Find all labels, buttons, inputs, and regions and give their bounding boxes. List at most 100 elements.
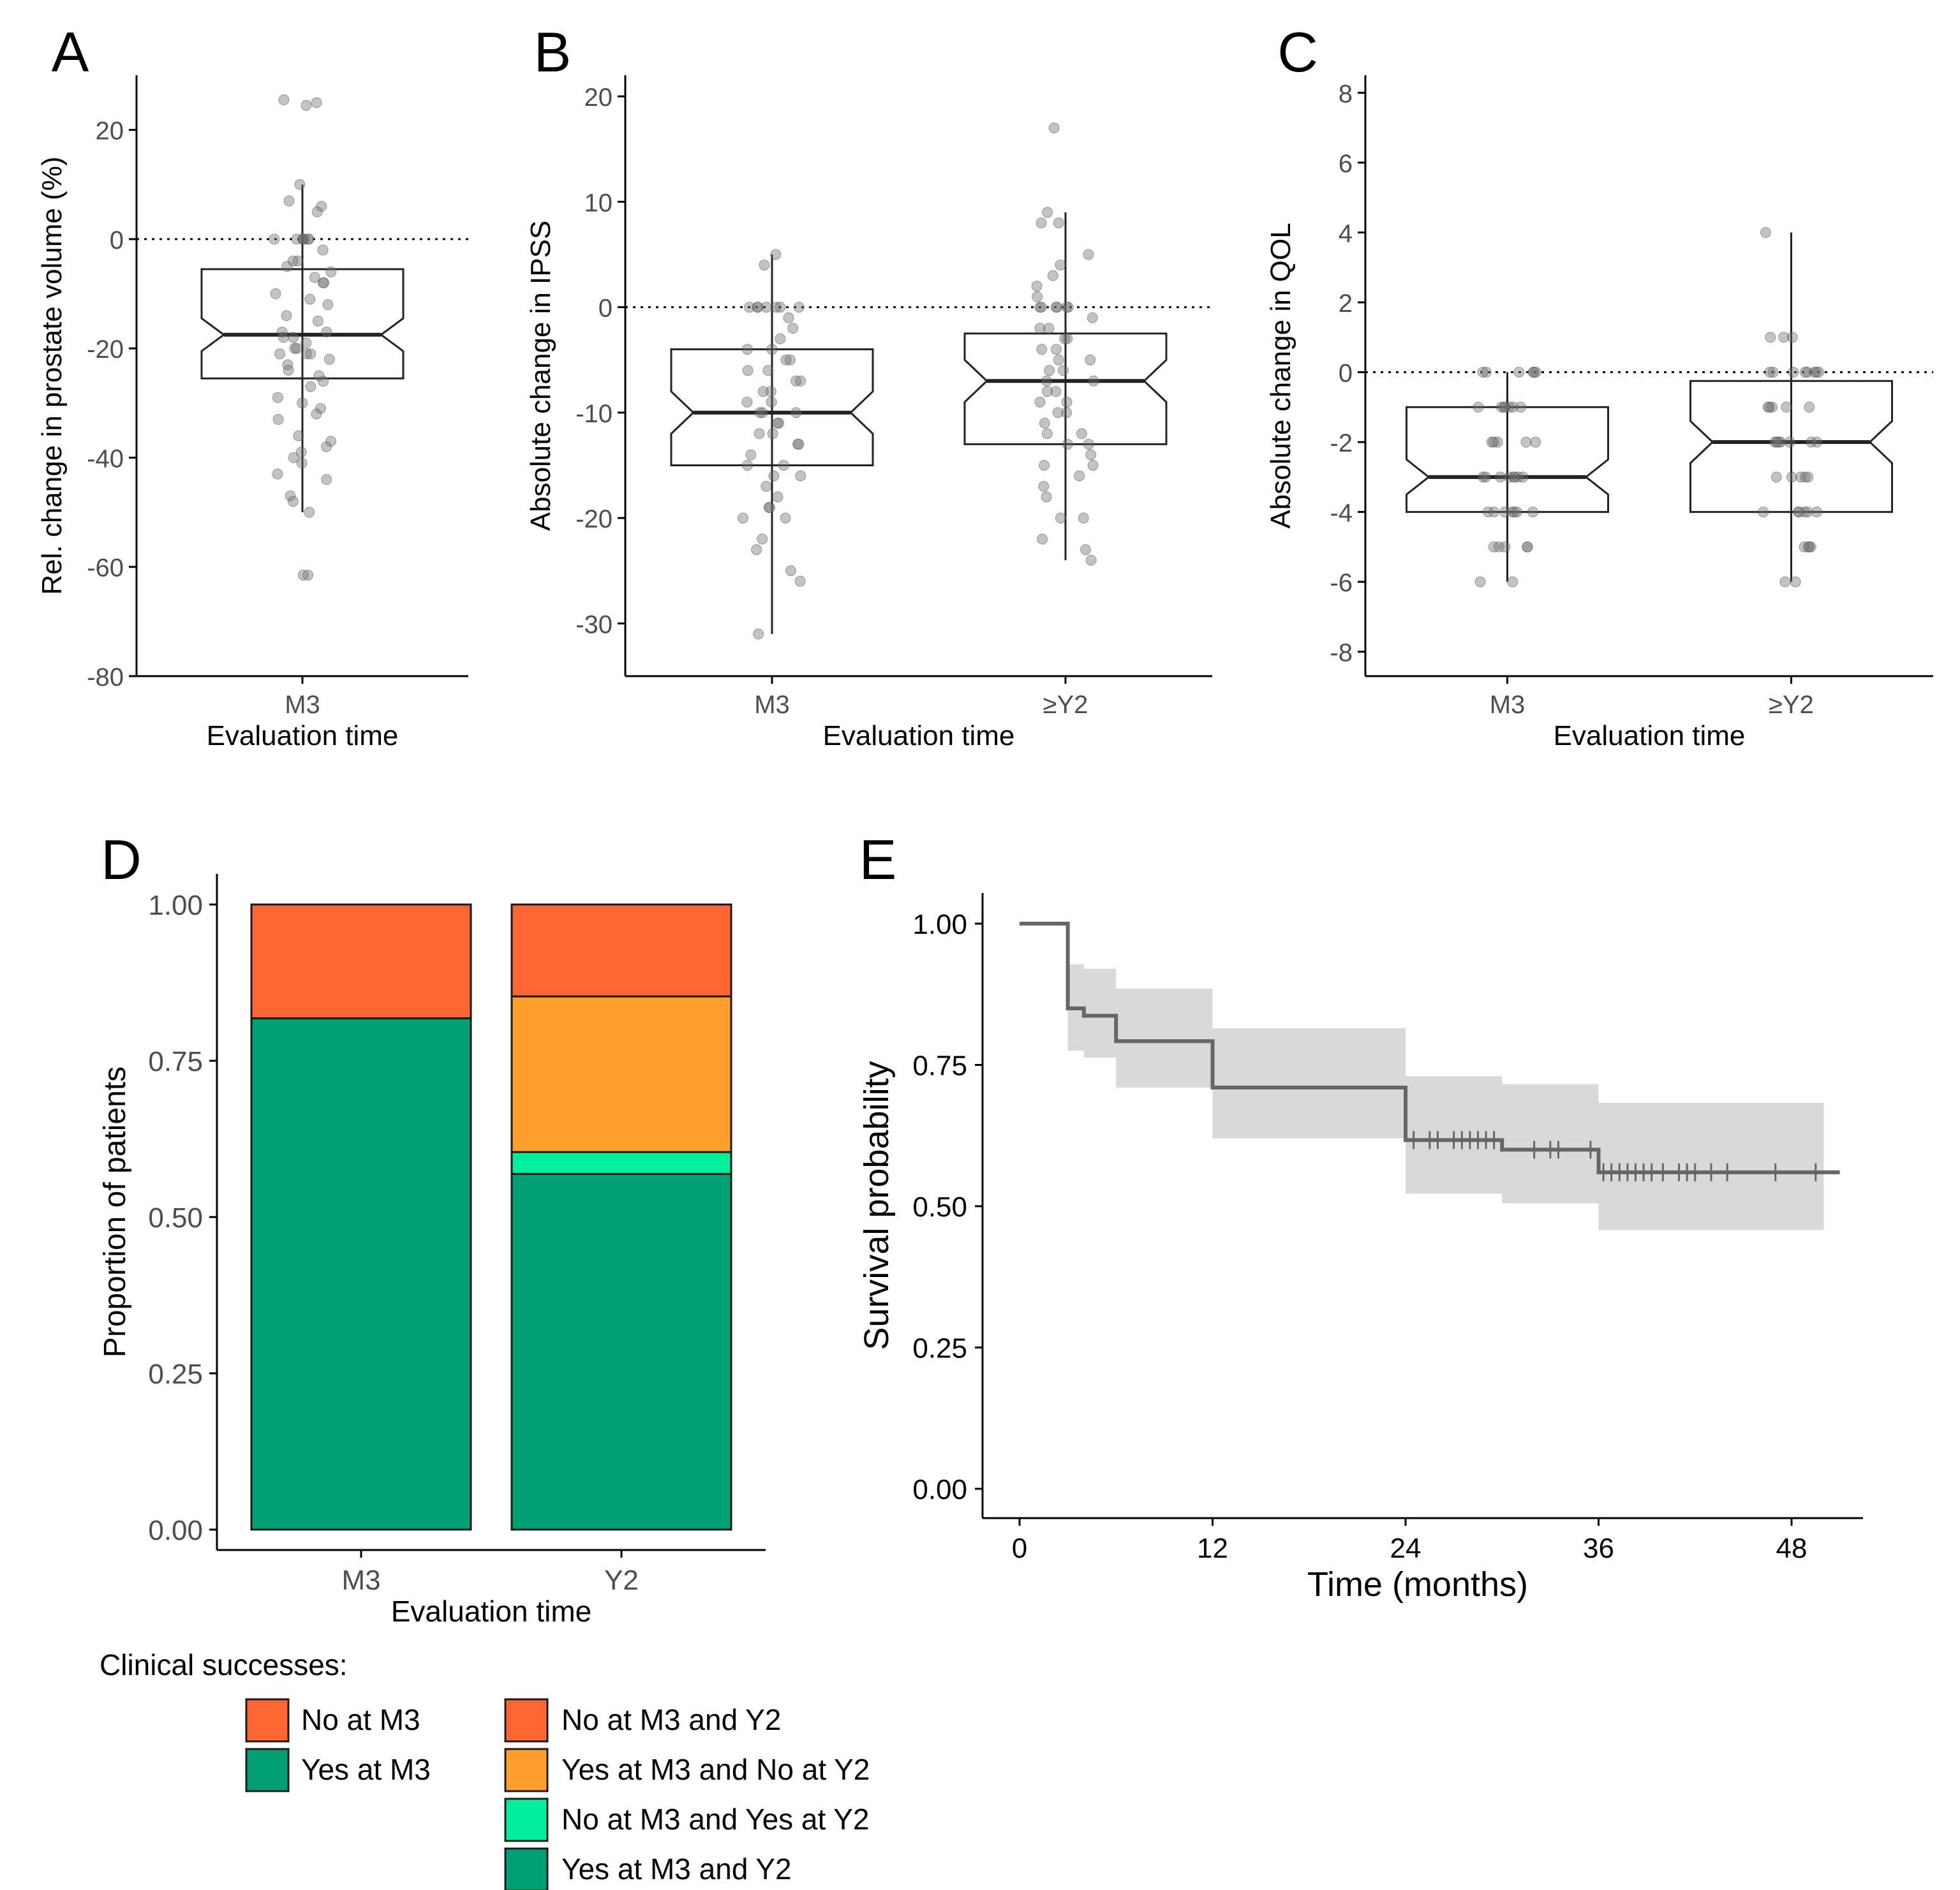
x-axis-title: Evaluation time xyxy=(1554,720,1746,751)
data-point xyxy=(741,344,753,355)
data-point xyxy=(1813,367,1825,378)
data-point xyxy=(1778,332,1790,343)
data-point xyxy=(1802,506,1813,518)
chart-root: A 20 0 -20 -40 -60 -8 0 M3 Evaluation time Rel. ch… xyxy=(36,20,1933,1890)
y-tick-label: 0 xyxy=(598,295,612,323)
bar-segment xyxy=(510,903,732,998)
data-point xyxy=(757,407,768,418)
data-point xyxy=(745,449,757,461)
y-axis-title: Rel. change in prostate volume (%) xyxy=(36,156,68,594)
x-tick-label: M3 xyxy=(754,691,790,719)
y-tick-label: -10 xyxy=(575,400,612,428)
data-point xyxy=(1085,554,1097,566)
data-point xyxy=(1520,436,1532,448)
data-point xyxy=(1764,367,1776,378)
y-tick-label: 1.00 xyxy=(912,909,967,940)
data-point xyxy=(272,468,283,480)
bar-segment xyxy=(250,903,472,1019)
data-point xyxy=(793,302,805,313)
legend-swatch xyxy=(504,1748,549,1792)
data-point xyxy=(772,491,783,503)
data-point xyxy=(1492,436,1503,448)
data-point xyxy=(1053,217,1064,228)
data-point xyxy=(795,470,806,482)
y-tick-label: -20 xyxy=(575,505,612,533)
data-point xyxy=(1062,438,1073,450)
data-point xyxy=(1050,344,1062,355)
data-point xyxy=(321,441,332,452)
y-axis-title: Survival probability xyxy=(858,1061,896,1350)
y-tick-label: 0.50 xyxy=(148,1202,203,1234)
panel-C: C8 6 4 2 0 -2 -4 -6 -8 M3 ≥Y2 Evaluation time Absolu… xyxy=(1265,20,1933,751)
data-point xyxy=(278,94,290,106)
data-point xyxy=(1806,436,1817,448)
data-point xyxy=(775,302,786,313)
data-point xyxy=(304,293,316,305)
data-point xyxy=(1804,401,1815,413)
data-point xyxy=(791,407,802,418)
data-point xyxy=(1530,367,1541,378)
data-point xyxy=(285,490,296,501)
data-point xyxy=(1527,506,1538,518)
data-point xyxy=(1507,401,1518,413)
y-tick-label: -20 xyxy=(87,336,124,364)
data-point xyxy=(753,628,764,640)
legend-swatch xyxy=(245,1748,290,1792)
data-point xyxy=(1032,291,1043,302)
data-point xyxy=(1793,506,1804,518)
data-point xyxy=(293,430,304,441)
x-tick-label: 12 xyxy=(1197,1533,1228,1564)
data-point xyxy=(283,364,294,376)
data-point xyxy=(1758,506,1769,518)
data-point xyxy=(766,396,777,408)
x-axis-title: Evaluation time xyxy=(391,1595,592,1628)
data-point xyxy=(270,288,281,300)
data-point xyxy=(322,299,334,311)
y-tick-label: -4 xyxy=(1330,499,1353,528)
data-point xyxy=(315,402,326,414)
y-tick-label: 20 xyxy=(96,117,124,145)
data-point xyxy=(1041,386,1053,397)
y-tick-label: 0.50 xyxy=(912,1192,967,1223)
panel-label: A xyxy=(52,20,89,84)
x-tick-label: 24 xyxy=(1390,1533,1422,1564)
data-point xyxy=(292,255,304,267)
data-point xyxy=(752,302,764,313)
y-axis-title: Absolute change in IPSS xyxy=(525,221,556,531)
data-point xyxy=(1784,436,1795,448)
y-tick-label: 0.75 xyxy=(912,1051,967,1082)
data-point xyxy=(1473,401,1484,413)
data-point xyxy=(318,376,329,387)
data-point xyxy=(791,375,802,387)
data-point xyxy=(1786,471,1797,483)
data-point xyxy=(1799,367,1811,378)
data-point xyxy=(1041,375,1052,387)
data-point xyxy=(787,323,799,334)
data-point xyxy=(1052,407,1064,418)
data-point xyxy=(1790,576,1801,587)
data-point xyxy=(1488,436,1499,448)
data-point xyxy=(1080,544,1092,556)
data-point xyxy=(1087,312,1098,323)
data-point xyxy=(1050,386,1062,397)
data-point xyxy=(744,302,755,313)
y-tick-label: -60 xyxy=(87,554,124,582)
panel-label: B xyxy=(534,20,572,84)
data-point xyxy=(1480,471,1491,483)
data-point xyxy=(1771,471,1782,483)
panel-label: C xyxy=(1277,20,1318,84)
y-tick-label: -40 xyxy=(87,445,124,473)
data-point xyxy=(1513,367,1525,378)
y-tick-label: -8 xyxy=(1330,639,1353,667)
legend-label: Yes at M3 and Y2 xyxy=(561,1852,792,1886)
data-point xyxy=(1811,506,1823,518)
legend: Clinical successes: No at M3 Yes at M3 No a… xyxy=(100,1648,870,1890)
data-point xyxy=(1050,302,1062,313)
data-point xyxy=(768,470,780,482)
data-point xyxy=(283,195,295,207)
y-tick-label: 0 xyxy=(1339,360,1353,388)
legend-label: Yes at M3 xyxy=(301,1753,431,1786)
data-point xyxy=(1508,506,1520,518)
confidence-band xyxy=(1083,968,1117,1058)
data-point xyxy=(795,375,806,387)
